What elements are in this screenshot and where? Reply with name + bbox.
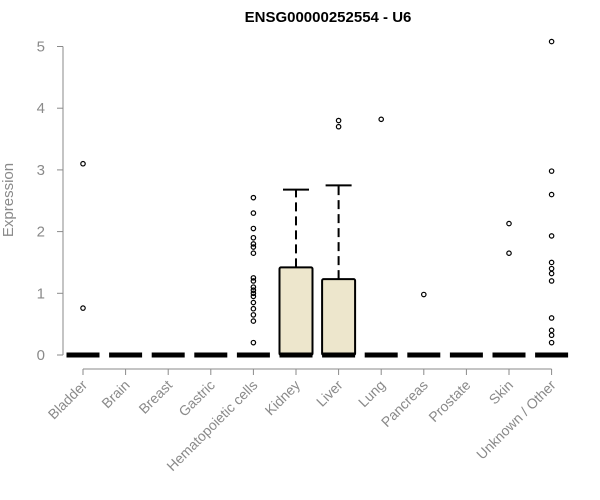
box-hematopoietic-cells [236,194,270,358]
y-ticks: 0 1 2 3 4 5 [37,39,63,364]
box-skin [492,220,526,358]
x-tick-label: Lung [355,377,388,410]
outlier-point [548,265,555,272]
outlier-point [250,318,257,324]
x-tick-label: Pancreas [378,377,431,430]
x-tick-label: Prostate [425,377,473,425]
x-tick-label: Kidney [262,377,304,419]
outlier-point [548,233,555,239]
y-axis-label: Expression [0,163,17,237]
boxes [66,38,569,358]
y-tick-label: 3 [37,162,45,179]
y-tick-label: 2 [37,224,45,241]
y-tick-label: 1 [37,285,45,302]
box-lung [364,116,398,358]
chart-title: ENSG00000252554 - U6 [245,9,412,26]
outlier-point [250,241,257,247]
outlier-point [250,234,257,241]
outlier-point [378,116,385,123]
outlier-point [548,315,555,321]
outlier-point [250,287,257,294]
box-liver [321,117,357,358]
outlier-point [250,250,257,256]
outlier-point [250,210,257,216]
outlier-point [250,299,257,306]
x-tick-label: Bladder [45,377,91,423]
outlier-point [548,259,555,266]
outlier-point [250,312,257,318]
box-kidney [278,188,314,358]
outlier-point [548,327,555,334]
outlier-point [506,220,512,227]
outlier-point [250,225,257,232]
x-tick-label: Brain [98,377,132,411]
outlier-point [250,305,257,312]
outlier-point [250,284,257,290]
outlier-point [548,168,555,174]
outlier-point [548,332,555,339]
box-body [278,266,314,356]
box-unknown-other [535,38,569,358]
box-body [321,278,357,357]
outlier-point [548,191,555,198]
outlier-point [80,305,86,311]
y-tick-label: 4 [37,100,45,117]
x-tick-label: Liver [313,377,346,410]
x-tick-label: Skin [486,377,517,408]
outlier-point [250,278,257,284]
outlier-point [250,194,257,201]
x-tick-label: Breast [135,377,175,417]
outlier-point [250,275,257,281]
y-tick-label: 0 [37,347,45,364]
outlier-point [250,293,257,300]
outlier-point [250,290,257,297]
y-tick-label: 5 [37,39,45,56]
outlier-point [548,38,555,45]
outlier-point [548,278,555,284]
outlier-point [335,117,342,124]
outlier-point [548,270,555,277]
x-tick-label: Unknown / Other [473,377,559,463]
outlier-point [250,244,257,250]
box-pancreas [407,291,441,358]
outlier-point [548,339,555,346]
box-bladder [66,160,100,358]
outlier-point [80,160,86,167]
outlier-point [420,291,427,298]
outlier-point [506,250,512,256]
outlier-point [250,339,257,346]
outlier-point [335,123,342,130]
x-tick-label: Gastric [175,377,218,420]
